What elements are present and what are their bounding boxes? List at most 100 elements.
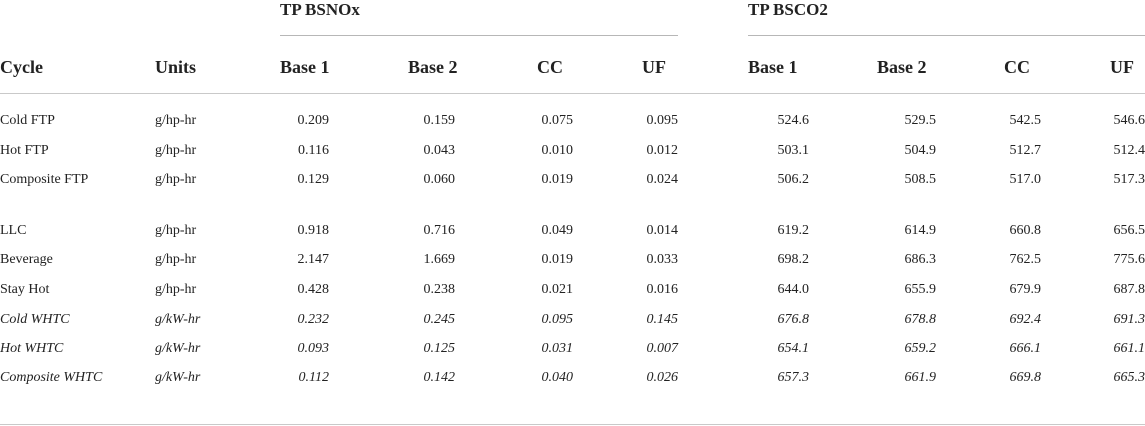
cell-cycle: Hot WHTC bbox=[0, 341, 64, 356]
cell-cycle: Cold WHTC bbox=[0, 312, 70, 327]
cell-nox-base1: 2.147 bbox=[297, 252, 330, 267]
cell-units: g/kW-hr bbox=[155, 341, 201, 356]
cell-co2-base1: 676.8 bbox=[777, 312, 810, 327]
cell-co2-base1: 619.2 bbox=[777, 223, 810, 238]
cell-units: g/kW-hr bbox=[155, 370, 201, 385]
cell-units: g/kW-hr bbox=[155, 312, 201, 327]
header-nox-base1: Base 1 bbox=[280, 57, 330, 77]
cell-co2-cc: 517.0 bbox=[1009, 172, 1042, 187]
cell-nox-base1: 0.232 bbox=[297, 312, 330, 327]
cell-units: g/hp-hr bbox=[155, 282, 197, 297]
cell-nox-cc: 0.019 bbox=[541, 172, 574, 187]
header-nox-uf: UF bbox=[642, 57, 666, 77]
cell-co2-base2: 508.5 bbox=[904, 172, 937, 187]
cell-co2-cc: 762.5 bbox=[1009, 252, 1042, 267]
cell-nox-cc: 0.095 bbox=[541, 312, 574, 327]
cell-nox-uf: 0.014 bbox=[646, 223, 679, 238]
cell-nox-cc: 0.031 bbox=[541, 341, 574, 356]
cell-nox-base2: 1.669 bbox=[423, 252, 456, 267]
cell-co2-base1: 524.6 bbox=[777, 113, 810, 128]
cell-nox-base1: 0.918 bbox=[297, 223, 330, 238]
cell-nox-cc: 0.010 bbox=[541, 143, 574, 158]
cell-nox-cc: 0.021 bbox=[541, 282, 574, 297]
cell-co2-cc: 669.8 bbox=[1009, 370, 1042, 385]
cell-co2-cc: 679.9 bbox=[1009, 282, 1042, 297]
cell-nox-uf: 0.016 bbox=[646, 282, 679, 297]
cell-nox-base2: 0.125 bbox=[423, 341, 456, 356]
cell-co2-base2: 659.2 bbox=[904, 341, 937, 356]
cell-nox-base1: 0.112 bbox=[298, 370, 329, 385]
cell-nox-uf: 0.145 bbox=[646, 312, 679, 327]
cell-cycle: Cold FTP bbox=[0, 113, 55, 128]
cell-co2-base2: 661.9 bbox=[904, 370, 937, 385]
cell-co2-base1: 698.2 bbox=[777, 252, 810, 267]
cell-nox-base2: 0.043 bbox=[423, 143, 456, 158]
group-rule-bsnox bbox=[280, 35, 678, 36]
cell-nox-base1: 0.428 bbox=[297, 282, 330, 297]
cell-units: g/hp-hr bbox=[155, 223, 197, 238]
cell-co2-base2: 614.9 bbox=[904, 223, 937, 238]
cell-nox-uf: 0.012 bbox=[646, 143, 679, 158]
cell-co2-base1: 644.0 bbox=[777, 282, 810, 297]
group-title-bsco2: TP BSCO2 bbox=[748, 0, 828, 19]
cell-nox-base2: 0.142 bbox=[423, 370, 456, 385]
cell-co2-base1: 503.1 bbox=[777, 143, 810, 158]
group-title-bsnox: TP BSNOx bbox=[280, 0, 360, 19]
cell-co2-base2: 678.8 bbox=[904, 312, 937, 327]
cell-nox-base2: 0.159 bbox=[423, 113, 456, 128]
cell-nox-base1: 0.129 bbox=[297, 172, 330, 187]
cell-nox-uf: 0.024 bbox=[646, 172, 679, 187]
cell-units: g/hp-hr bbox=[155, 143, 197, 158]
header-nox-cc: CC bbox=[537, 57, 563, 77]
cell-units: g/hp-hr bbox=[155, 172, 197, 187]
header-divider bbox=[0, 93, 1145, 94]
cell-co2-base2: 529.5 bbox=[904, 113, 937, 128]
cell-nox-uf: 0.007 bbox=[646, 341, 679, 356]
cell-co2-uf: 517.3 bbox=[1113, 172, 1145, 187]
cell-nox-base1: 0.116 bbox=[298, 143, 329, 158]
cell-cycle: Hot FTP bbox=[0, 143, 49, 158]
cell-co2-cc: 660.8 bbox=[1009, 223, 1042, 238]
cell-cycle: Stay Hot bbox=[0, 282, 50, 297]
header-nox-base2: Base 2 bbox=[408, 57, 458, 77]
cell-co2-base1: 654.1 bbox=[777, 341, 810, 356]
header-cycle: Cycle bbox=[0, 57, 43, 77]
group-rule-bsco2 bbox=[748, 35, 1145, 36]
cell-cycle: Composite WHTC bbox=[0, 370, 103, 385]
cell-co2-base2: 686.3 bbox=[904, 252, 937, 267]
cell-co2-uf: 512.4 bbox=[1113, 143, 1145, 158]
header-co2-base2: Base 2 bbox=[877, 57, 927, 77]
cell-nox-base2: 0.238 bbox=[423, 282, 456, 297]
header-co2-base1: Base 1 bbox=[748, 57, 798, 77]
cell-co2-uf: 691.3 bbox=[1113, 312, 1145, 327]
cell-cycle: LLC bbox=[0, 223, 27, 238]
cell-co2-cc: 666.1 bbox=[1009, 341, 1042, 356]
cell-co2-base1: 506.2 bbox=[777, 172, 810, 187]
cell-nox-uf: 0.033 bbox=[646, 252, 679, 267]
cell-nox-base2: 0.060 bbox=[423, 172, 456, 187]
cell-nox-uf: 0.026 bbox=[646, 370, 679, 385]
header-units: Units bbox=[155, 57, 197, 77]
cell-co2-uf: 665.3 bbox=[1113, 370, 1145, 385]
cell-co2-cc: 692.4 bbox=[1009, 312, 1042, 327]
header-co2-cc: CC bbox=[1004, 57, 1030, 77]
cell-nox-cc: 0.075 bbox=[541, 113, 574, 128]
cell-co2-uf: 687.8 bbox=[1113, 282, 1145, 297]
cell-co2-uf: 661.1 bbox=[1113, 341, 1145, 356]
table-bottom-divider bbox=[0, 424, 1145, 425]
cell-nox-uf: 0.095 bbox=[646, 113, 679, 128]
cell-co2-base2: 504.9 bbox=[904, 143, 937, 158]
cell-nox-cc: 0.019 bbox=[541, 252, 574, 267]
cell-co2-uf: 546.6 bbox=[1113, 113, 1145, 128]
cell-nox-cc: 0.049 bbox=[541, 223, 574, 238]
cell-units: g/hp-hr bbox=[155, 113, 197, 128]
cell-co2-cc: 542.5 bbox=[1009, 113, 1042, 128]
header-co2-uf: UF bbox=[1110, 57, 1134, 77]
cell-nox-base2: 0.245 bbox=[423, 312, 456, 327]
cell-nox-base1: 0.093 bbox=[297, 341, 330, 356]
cell-co2-base2: 655.9 bbox=[904, 282, 937, 297]
cell-nox-base2: 0.716 bbox=[423, 223, 456, 238]
cell-cycle: Beverage bbox=[0, 252, 53, 267]
cell-co2-cc: 512.7 bbox=[1009, 143, 1042, 158]
cell-co2-uf: 775.6 bbox=[1113, 252, 1145, 267]
